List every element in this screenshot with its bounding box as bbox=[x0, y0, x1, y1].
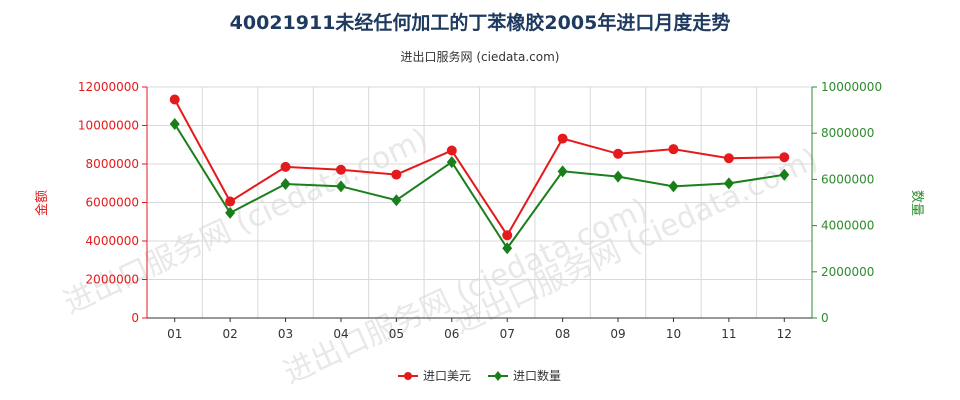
usd-point bbox=[335, 164, 346, 175]
right-axis-tick-label: 6000000 bbox=[821, 172, 874, 186]
usd-point bbox=[391, 169, 402, 180]
usd-point bbox=[557, 133, 568, 144]
left-axis-tick-label: 0 bbox=[131, 311, 139, 325]
left-axis-tick-label: 2000000 bbox=[86, 273, 139, 287]
quantity-point bbox=[723, 177, 734, 190]
series-line-quantity bbox=[173, 123, 785, 251]
quantity-point bbox=[557, 165, 568, 178]
usd-point bbox=[169, 94, 180, 105]
quantity-point bbox=[169, 117, 180, 130]
watermark-text: 进出口服务网 (ciedata.com) bbox=[58, 122, 433, 322]
left-axis-tick-label: 8000000 bbox=[86, 157, 139, 171]
quantity-point bbox=[225, 206, 236, 219]
legend-label: 进口美元 bbox=[423, 369, 471, 383]
usd-point bbox=[280, 161, 291, 172]
right-axis-tick-label: 0 bbox=[821, 311, 829, 325]
quantity-point bbox=[446, 156, 457, 169]
x-axis-tick-label: 01 bbox=[167, 327, 182, 341]
usd-point bbox=[613, 148, 624, 159]
watermark-layer: 进出口服务网 (ciedata.com) 进出口服务网 (ciedata.com)… bbox=[58, 122, 823, 392]
legend-label: 进口数量 bbox=[513, 368, 561, 383]
series-line-usd bbox=[173, 99, 785, 238]
chart-title: 40021911未经任何加工的丁苯橡胶2005年进口月度走势 bbox=[229, 12, 731, 34]
chart-subtitle: 进出口服务网 (ciedata.com) bbox=[400, 50, 560, 64]
axes: 0200000040000006000000800000010000000120… bbox=[34, 80, 924, 341]
watermark-text: 进出口服务网 (ciedata.com) bbox=[278, 192, 653, 392]
usd-point bbox=[668, 144, 679, 155]
usd-point bbox=[225, 196, 236, 207]
grid-lines bbox=[147, 86, 813, 318]
x-axis-tick-label: 09 bbox=[610, 327, 625, 341]
x-axis-tick-label: 03 bbox=[278, 327, 293, 341]
quantity-point bbox=[335, 180, 346, 193]
right-axis-title: 数量 bbox=[909, 190, 924, 216]
left-axis-title: 金额 bbox=[34, 190, 50, 216]
x-axis-tick-label: 08 bbox=[555, 327, 570, 341]
x-axis-tick-label: 02 bbox=[222, 327, 237, 341]
legend: 进口美元 进口数量 bbox=[398, 368, 561, 383]
x-axis-tick-label: 10 bbox=[666, 327, 681, 341]
x-axis-tick-label: 11 bbox=[721, 327, 736, 341]
x-axis-tick-label: 06 bbox=[444, 327, 459, 341]
left-axis-tick-label: 4000000 bbox=[86, 234, 139, 248]
usd-point bbox=[723, 153, 734, 164]
series-layer bbox=[169, 94, 790, 255]
legend-marker bbox=[494, 371, 502, 381]
quantity-point bbox=[779, 168, 790, 181]
legend-marker bbox=[404, 372, 412, 380]
x-axis-tick-label: 05 bbox=[389, 327, 404, 341]
right-axis-tick-label: 4000000 bbox=[821, 219, 874, 233]
quantity-point bbox=[502, 242, 513, 255]
quantity-point bbox=[668, 180, 679, 193]
usd-point bbox=[502, 230, 513, 241]
usd-point bbox=[446, 145, 457, 156]
x-axis-tick-label: 04 bbox=[333, 327, 348, 341]
left-axis-tick-label: 10000000 bbox=[78, 119, 139, 133]
right-axis-tick-label: 2000000 bbox=[821, 265, 874, 279]
quantity-point bbox=[613, 170, 624, 183]
right-axis-tick-label: 10000000 bbox=[821, 80, 882, 94]
x-axis-tick-label: 12 bbox=[777, 327, 792, 341]
left-axis-tick-label: 12000000 bbox=[78, 80, 139, 94]
quantity-point bbox=[391, 194, 402, 207]
x-axis-tick-label: 07 bbox=[500, 327, 515, 341]
usd-point bbox=[779, 152, 790, 163]
left-axis-tick-label: 6000000 bbox=[86, 196, 139, 210]
right-axis-tick-label: 8000000 bbox=[821, 126, 874, 140]
quantity-point bbox=[280, 178, 291, 191]
